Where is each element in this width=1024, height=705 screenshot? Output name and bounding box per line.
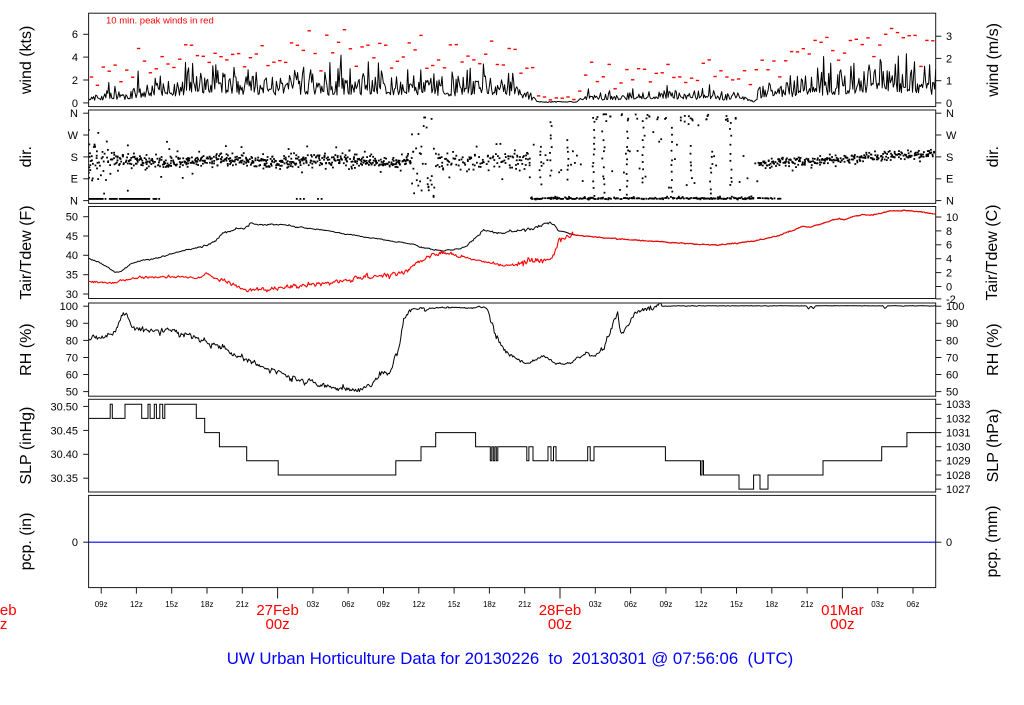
svg-text:12z: 12z bbox=[695, 600, 708, 609]
svg-text:Tair/Tdew (F): Tair/Tdew (F) bbox=[18, 205, 35, 299]
svg-text:RH (%): RH (%) bbox=[985, 323, 1002, 375]
svg-text:0: 0 bbox=[946, 281, 952, 293]
svg-text:18z: 18z bbox=[201, 600, 214, 609]
svg-text:50: 50 bbox=[66, 212, 78, 224]
svg-text:pcp. (mm): pcp. (mm) bbox=[984, 506, 1001, 578]
svg-text:70: 70 bbox=[66, 352, 78, 364]
svg-text:80: 80 bbox=[946, 335, 958, 347]
svg-text:-2: -2 bbox=[946, 294, 956, 306]
svg-text:00z: 00z bbox=[548, 616, 572, 633]
svg-text:10: 10 bbox=[946, 212, 958, 224]
svg-text:3: 3 bbox=[946, 31, 952, 43]
svg-text:21z: 21z bbox=[801, 600, 814, 609]
svg-text:15z: 15z bbox=[730, 600, 743, 609]
svg-text:0: 0 bbox=[72, 98, 78, 110]
svg-text:03z: 03z bbox=[306, 600, 319, 609]
svg-text:30: 30 bbox=[66, 289, 78, 301]
svg-text:18z: 18z bbox=[483, 600, 496, 609]
svg-text:45: 45 bbox=[66, 231, 78, 243]
svg-text:06z: 06z bbox=[907, 600, 920, 609]
svg-text:N: N bbox=[70, 108, 78, 120]
svg-text:UW Urban Horticulture Data for: UW Urban Horticulture Data for 20130226 … bbox=[227, 649, 793, 668]
svg-text:21z: 21z bbox=[518, 600, 531, 609]
svg-text:0: 0 bbox=[72, 537, 78, 549]
svg-text:12z: 12z bbox=[412, 600, 425, 609]
svg-text:30.35: 30.35 bbox=[50, 473, 78, 485]
svg-text:1: 1 bbox=[946, 76, 952, 88]
svg-text:wind (kts): wind (kts) bbox=[18, 26, 35, 95]
svg-text:2: 2 bbox=[946, 53, 952, 65]
svg-text:2: 2 bbox=[72, 75, 78, 87]
svg-text:N: N bbox=[946, 196, 954, 208]
svg-text:27Feb: 27Feb bbox=[256, 602, 299, 619]
svg-text:100: 100 bbox=[946, 301, 964, 313]
svg-text:N: N bbox=[946, 108, 954, 120]
svg-text:SLP (inHg): SLP (inHg) bbox=[18, 407, 35, 485]
svg-text:6: 6 bbox=[946, 240, 952, 252]
svg-text:SLP (hPa): SLP (hPa) bbox=[985, 409, 1002, 483]
svg-text:12z: 12z bbox=[130, 600, 143, 609]
svg-text:W: W bbox=[68, 130, 79, 142]
svg-text:1032: 1032 bbox=[946, 413, 970, 425]
svg-text:01Mar: 01Mar bbox=[821, 602, 864, 619]
svg-text:09z: 09z bbox=[377, 600, 390, 609]
svg-text:06z: 06z bbox=[342, 600, 355, 609]
svg-text:00z: 00z bbox=[266, 616, 290, 633]
svg-text:100: 100 bbox=[60, 301, 78, 313]
svg-text:1031: 1031 bbox=[946, 428, 970, 440]
svg-text:00z: 00z bbox=[830, 616, 854, 633]
svg-text:1028: 1028 bbox=[946, 470, 970, 482]
svg-text:28Feb: 28Feb bbox=[539, 602, 582, 619]
svg-text:50: 50 bbox=[946, 387, 958, 399]
svg-text:N: N bbox=[70, 196, 78, 208]
svg-text:30.50: 30.50 bbox=[50, 401, 78, 413]
svg-text:09z: 09z bbox=[659, 600, 672, 609]
svg-text:06z: 06z bbox=[624, 600, 637, 609]
svg-text:W: W bbox=[946, 130, 957, 142]
svg-text:18z: 18z bbox=[765, 600, 778, 609]
svg-text:60: 60 bbox=[66, 369, 78, 381]
svg-text:35: 35 bbox=[66, 270, 78, 282]
svg-text:60: 60 bbox=[946, 369, 958, 381]
svg-text:70: 70 bbox=[946, 352, 958, 364]
svg-text:1029: 1029 bbox=[946, 456, 970, 468]
svg-text:E: E bbox=[71, 174, 78, 186]
svg-text:dir.: dir. bbox=[985, 146, 1002, 167]
svg-text:10 min. peak winds in red: 10 min. peak winds in red bbox=[106, 16, 214, 27]
svg-text:03z: 03z bbox=[871, 600, 884, 609]
svg-text:40: 40 bbox=[66, 250, 78, 262]
svg-text:1033: 1033 bbox=[946, 399, 970, 411]
svg-text:2: 2 bbox=[946, 268, 952, 280]
svg-text:8: 8 bbox=[946, 226, 952, 238]
svg-text:RH (%): RH (%) bbox=[18, 323, 35, 375]
svg-text:90: 90 bbox=[946, 318, 958, 330]
svg-text:0: 0 bbox=[946, 98, 952, 110]
svg-text:S: S bbox=[71, 152, 78, 164]
svg-text:26Feb: 26Feb bbox=[0, 602, 17, 619]
svg-text:4: 4 bbox=[72, 52, 78, 64]
svg-text:03z: 03z bbox=[589, 600, 602, 609]
svg-text:00z: 00z bbox=[0, 616, 7, 633]
svg-text:15z: 15z bbox=[165, 600, 178, 609]
svg-text:1027: 1027 bbox=[946, 484, 970, 496]
svg-text:E: E bbox=[946, 174, 953, 186]
svg-text:wind (m/s): wind (m/s) bbox=[985, 23, 1002, 98]
svg-text:1030: 1030 bbox=[946, 442, 970, 454]
svg-text:6: 6 bbox=[72, 29, 78, 41]
svg-text:50: 50 bbox=[66, 387, 78, 399]
svg-text:0: 0 bbox=[946, 537, 952, 549]
svg-text:dir.: dir. bbox=[18, 146, 35, 167]
svg-text:4: 4 bbox=[946, 254, 952, 266]
svg-text:80: 80 bbox=[66, 335, 78, 347]
svg-text:90: 90 bbox=[66, 318, 78, 330]
svg-text:15z: 15z bbox=[448, 600, 461, 609]
svg-text:S: S bbox=[946, 152, 953, 164]
svg-text:09z: 09z bbox=[95, 600, 108, 609]
svg-text:21z: 21z bbox=[236, 600, 249, 609]
svg-text:pcp. (in): pcp. (in) bbox=[18, 513, 35, 571]
svg-text:30.40: 30.40 bbox=[50, 449, 78, 461]
svg-text:30.45: 30.45 bbox=[50, 425, 78, 437]
svg-text:Tair/Tdew (C): Tair/Tdew (C) bbox=[984, 204, 1001, 300]
